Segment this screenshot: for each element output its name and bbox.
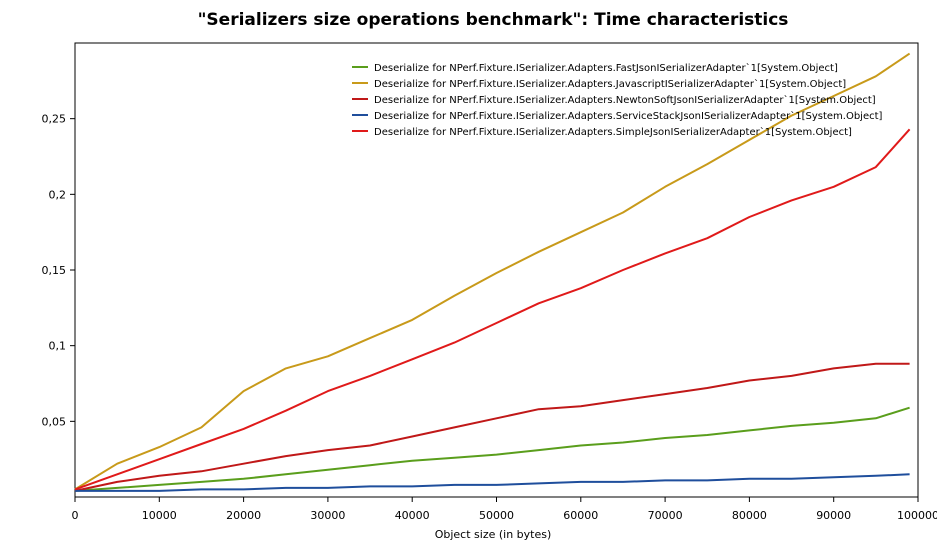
- y-tick-label: 0,1: [49, 340, 67, 353]
- series-line-1: [74, 406, 910, 492]
- legend: Deserialize for NPerf.Fixture.ISerialize…: [352, 62, 883, 138]
- legend-label: Deserialize for NPerf.Fixture.ISerialize…: [374, 126, 852, 138]
- x-axis: 0 10000 20000 30000 40000 50000 60000 70000 8000…: [72, 497, 937, 522]
- x-tick-label: 0: [72, 509, 79, 522]
- series-line-3: [74, 362, 910, 492]
- x-tick-label: 60000: [563, 509, 598, 522]
- legend-label: Deserialize for NPerf.Fixture.ISerialize…: [374, 94, 876, 106]
- legend-label: Deserialize for NPerf.Fixture.ISerialize…: [374, 110, 883, 122]
- x-tick-label: 100000: [897, 509, 937, 522]
- x-tick-label: 50000: [479, 509, 514, 522]
- x-tick-label: 80000: [732, 509, 767, 522]
- legend-label: Deserialize for NPerf.Fixture.ISerialize…: [374, 62, 838, 74]
- x-tick-label: 90000: [816, 509, 851, 522]
- series-line-2: [74, 52, 911, 491]
- x-tick-label: 10000: [142, 509, 177, 522]
- chart-title: "Serializers size operations benchmark":…: [198, 10, 789, 30]
- y-axis: 0,05 0,1 0,15 0,2 0,25: [42, 113, 75, 428]
- x-tick-label: 30000: [310, 509, 345, 522]
- x-tick-label: 20000: [226, 509, 261, 522]
- legend-label: Deserialize for NPerf.Fixture.ISerialize…: [374, 78, 846, 90]
- x-axis-label: Object size (in bytes): [435, 528, 552, 541]
- x-tick-label: 40000: [395, 509, 430, 522]
- x-tick-label: 70000: [648, 509, 683, 522]
- y-tick-label: 0,25: [42, 113, 67, 126]
- series-group: [74, 52, 911, 492]
- series-line-5: [74, 128, 911, 491]
- y-tick-label: 0,2: [49, 188, 67, 201]
- y-tick-label: 0,05: [42, 415, 67, 428]
- y-tick-label: 0,15: [42, 264, 67, 277]
- series-line-4: [75, 473, 910, 492]
